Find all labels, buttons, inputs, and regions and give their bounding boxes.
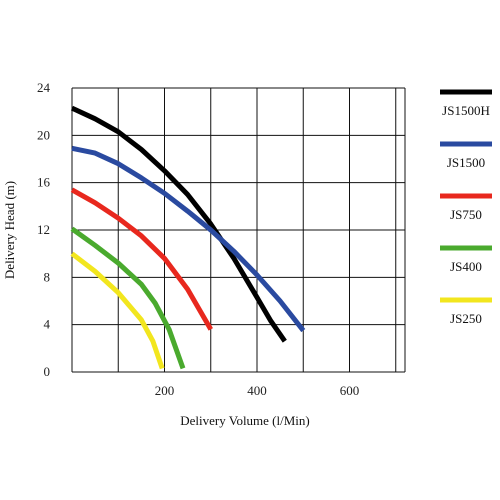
y-tick-label: 12 [37,222,50,237]
y-tick-label: 4 [44,317,51,332]
series-line-js1500 [71,145,306,333]
legend-label-js1500: JS1500 [447,155,485,170]
plot-grid [71,87,406,373]
series-line-js250 [70,251,165,370]
x-tick-label: 400 [247,383,267,398]
y-tick-label: 8 [44,269,51,284]
x-axis-title: Delivery Volume (l/Min) [180,413,310,428]
legend-label-js1500h: JS1500H [442,103,490,118]
legend: JS1500H JS1500 JS750 JS400 JS250 [440,89,492,326]
legend-label-js400: JS400 [450,259,482,274]
legend-label-js750: JS750 [450,207,482,222]
y-tick-label: 20 [37,127,50,142]
series-lines [70,105,306,370]
tick-labels: 0 4 8 12 16 20 24 200 400 600 [37,80,359,398]
series-line-js750 [70,187,213,331]
y-tick-label: 0 [44,364,51,379]
series-line-js1500h [70,105,287,343]
y-tick-label: 24 [37,80,51,95]
x-tick-label: 600 [340,383,360,398]
y-tick-label: 16 [37,175,51,190]
series-line-js400 [70,226,186,370]
legend-label-js250: JS250 [450,311,482,326]
y-axis-title: Delivery Head (m) [2,181,17,279]
x-tick-label: 200 [155,383,175,398]
